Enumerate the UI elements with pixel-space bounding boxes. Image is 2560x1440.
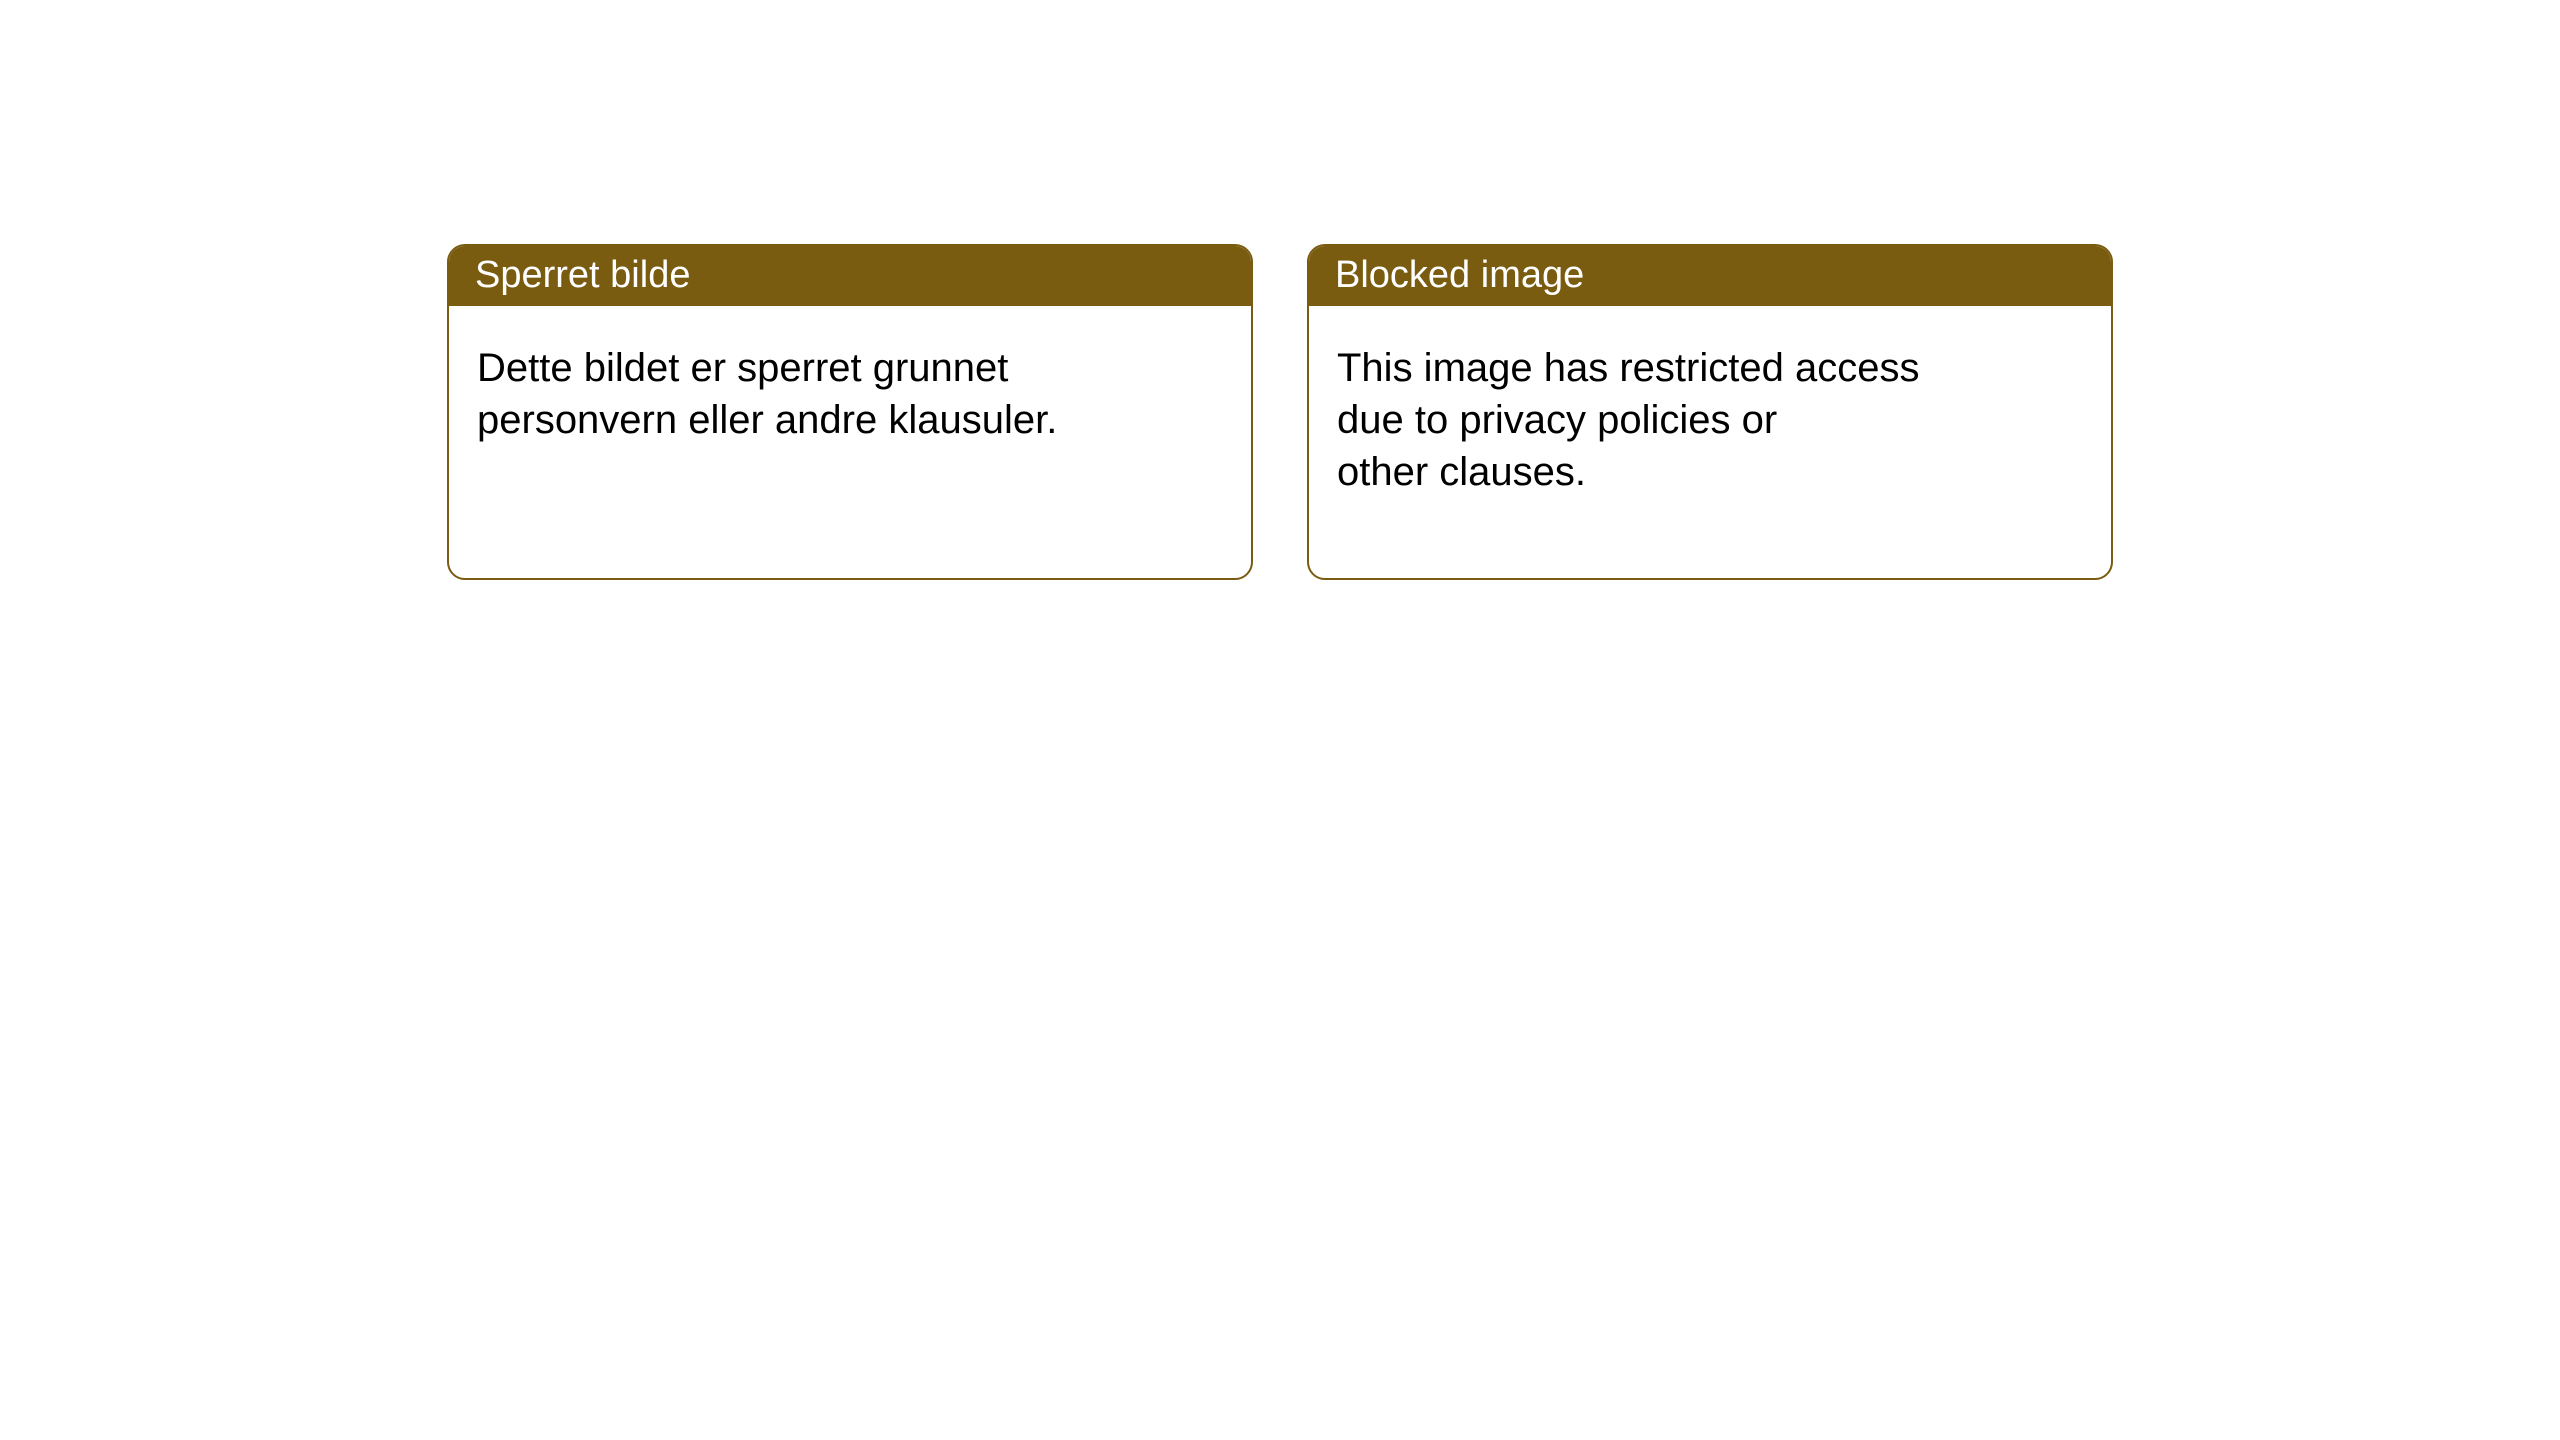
notice-title-english: Blocked image: [1335, 254, 1584, 297]
notice-header-norwegian: Sperret bilde: [449, 246, 1251, 306]
notice-text-norwegian: Dette bildet er sperret grunnet personve…: [477, 346, 1057, 442]
notice-box-norwegian: Sperret bilde Dette bildet er sperret gr…: [447, 244, 1253, 580]
notice-title-norwegian: Sperret bilde: [475, 254, 690, 297]
notice-text-english: This image has restricted access due to …: [1337, 346, 1919, 494]
notice-header-english: Blocked image: [1309, 246, 2111, 306]
notice-container: Sperret bilde Dette bildet er sperret gr…: [447, 244, 2113, 580]
notice-body-norwegian: Dette bildet er sperret grunnet personve…: [449, 306, 1129, 474]
notice-box-english: Blocked image This image has restricted …: [1307, 244, 2113, 580]
notice-body-english: This image has restricted access due to …: [1309, 306, 1989, 526]
